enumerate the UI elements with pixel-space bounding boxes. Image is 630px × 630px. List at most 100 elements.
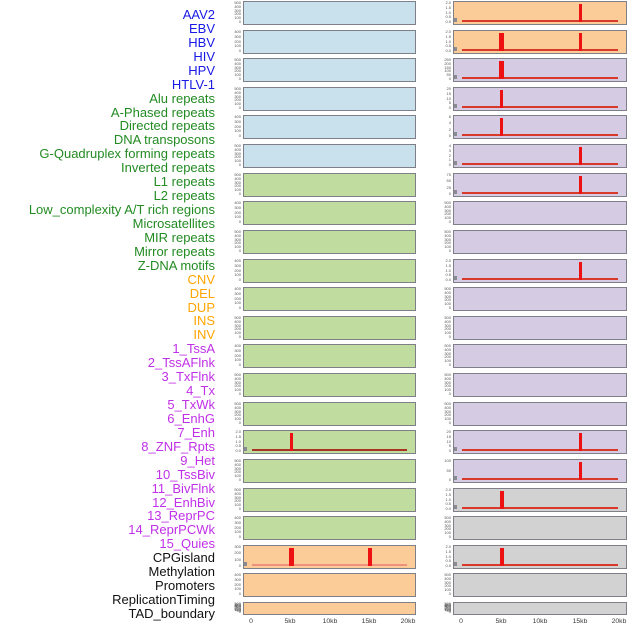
- signal-baseline: [251, 564, 408, 566]
- y-tick-label: 400: [234, 491, 241, 496]
- y-tick-label: 200: [444, 297, 451, 303]
- y-tick-label: 200: [444, 412, 451, 418]
- y-tick-label: 0.5: [445, 14, 451, 20]
- y-tick-label: 5: [448, 100, 451, 106]
- y-tick-label: 200: [234, 353, 241, 358]
- y-tick-label: 0.0: [445, 19, 451, 24]
- y-tick-label: 400: [234, 176, 241, 181]
- y-tick-label: 300: [234, 380, 241, 385]
- y-tick-label: 100: [444, 358, 451, 364]
- axis-notch: [454, 190, 457, 194]
- y-tick-label: 350: [234, 603, 241, 609]
- row-label-7-enh: 7_Enh: [177, 425, 215, 440]
- y-tick-label: 0: [448, 448, 451, 453]
- y-tick-label: 100: [234, 586, 241, 592]
- row-label-11-bivflnk: 11_BivFlnk: [151, 481, 215, 496]
- feature-panel: [453, 1, 627, 25]
- row-label-2-tssaflnk: 2_TssAFlnk: [147, 355, 215, 370]
- y-tick-label: 1.0: [445, 10, 451, 15]
- y-tick-label: 400: [444, 376, 451, 381]
- y-tick-label: 0.5: [235, 443, 241, 449]
- y-tick-label: 2.0: [445, 0, 451, 5]
- feature-panel: [243, 573, 416, 597]
- row-label-l2-repeats: L2 repeats: [153, 188, 215, 203]
- y-tick-label: 1.0: [445, 268, 451, 273]
- feature-panel: [243, 259, 416, 283]
- y-tick-label: 500: [444, 401, 451, 406]
- y-tick-label: 100: [234, 300, 241, 306]
- row-label-1-tssa: 1_TssA: [172, 341, 215, 356]
- y-tick-label: 300: [444, 604, 451, 610]
- y-tick-label: 0: [448, 248, 451, 253]
- y-tick-label: 100: [234, 214, 241, 220]
- row-label-15-quies: 15_Quies: [159, 536, 215, 551]
- y-tick-label: 100: [234, 357, 241, 363]
- y-tick-label: 200: [234, 296, 241, 301]
- y-tick-label: 300: [444, 409, 451, 414]
- y-tick-label: 200: [234, 525, 241, 530]
- feature-panel: [453, 402, 627, 426]
- y-tick-label: 100: [234, 244, 241, 250]
- feature-panel: [453, 173, 627, 197]
- row-label-ebv: EBV: [188, 21, 215, 36]
- y-tick-label: 100: [234, 272, 241, 278]
- y-tick-label: 0: [448, 133, 451, 138]
- peak-marker: [289, 433, 293, 451]
- y-tick-label: 100: [444, 330, 451, 336]
- y-tick-label: 150: [234, 607, 241, 612]
- y-tick-label: 150: [444, 65, 451, 70]
- y-tick-label: 0: [448, 334, 451, 339]
- row-label-promoters: Promoters: [155, 578, 215, 593]
- axis-notch: [454, 161, 457, 165]
- y-tick-label: 0: [238, 162, 241, 167]
- x-tick-label: 20kb: [611, 617, 627, 625]
- y-tick-label: 1.5: [445, 549, 451, 554]
- y-tick-label: 2: [448, 153, 451, 158]
- feature-panel: [243, 58, 416, 82]
- feature-panel: [243, 115, 416, 139]
- y-tick-label: 0: [238, 362, 241, 367]
- y-tick-label: 200: [234, 97, 241, 103]
- y-tick-label: 0: [238, 305, 241, 310]
- y-tick-label: 300: [234, 577, 241, 582]
- y-tick-label: 2.0: [445, 544, 451, 549]
- signal-baseline: [461, 564, 619, 566]
- y-tick-label: 500: [444, 572, 451, 577]
- y-tick-label: 500: [234, 86, 241, 91]
- peak-marker: [578, 33, 583, 51]
- y-tick-label: 1.0: [445, 497, 451, 502]
- y-tick-label: 10: [446, 439, 451, 444]
- y-tick-label: 0: [238, 277, 241, 282]
- y-tick-label: 200: [444, 606, 451, 611]
- axis-notch: [244, 447, 247, 451]
- y-tick-label: 400: [234, 319, 241, 324]
- y-tick-label: 0: [448, 391, 451, 396]
- y-tick-label: 0.0: [445, 48, 451, 53]
- y-tick-label: 300: [234, 119, 241, 124]
- y-tick-label: 100: [444, 607, 451, 613]
- feature-panel: [453, 30, 627, 54]
- y-tick-label: 500: [234, 487, 241, 492]
- y-tick-label: 0.5: [445, 558, 451, 564]
- signal-baseline: [461, 134, 619, 136]
- feature-panel: [453, 459, 627, 483]
- feature-panel: [453, 287, 627, 311]
- row-label-tad-boundary: TAD_boundary: [128, 606, 215, 621]
- y-tick-label: 0.0: [445, 506, 451, 511]
- y-tick-label: 200: [234, 39, 241, 44]
- y-tick-label: 0: [238, 506, 241, 511]
- y-tick-label: 0: [238, 534, 241, 539]
- feature-panel: [453, 230, 627, 254]
- y-tick-label: 2: [448, 127, 451, 132]
- peak-marker: [499, 491, 504, 509]
- y-tick-label: 500: [444, 229, 451, 234]
- y-tick-label: 400: [234, 603, 241, 608]
- y-tick-label: 200: [234, 11, 241, 17]
- y-tick-label: 200: [234, 154, 241, 160]
- y-tick-label: 300: [444, 237, 451, 242]
- y-tick-label: 400: [444, 519, 451, 524]
- y-tick-label: 200: [234, 210, 241, 215]
- y-tick-label: 100: [234, 387, 241, 393]
- y-tick-label: 1: [448, 157, 451, 163]
- y-tick-label: 0: [448, 420, 451, 425]
